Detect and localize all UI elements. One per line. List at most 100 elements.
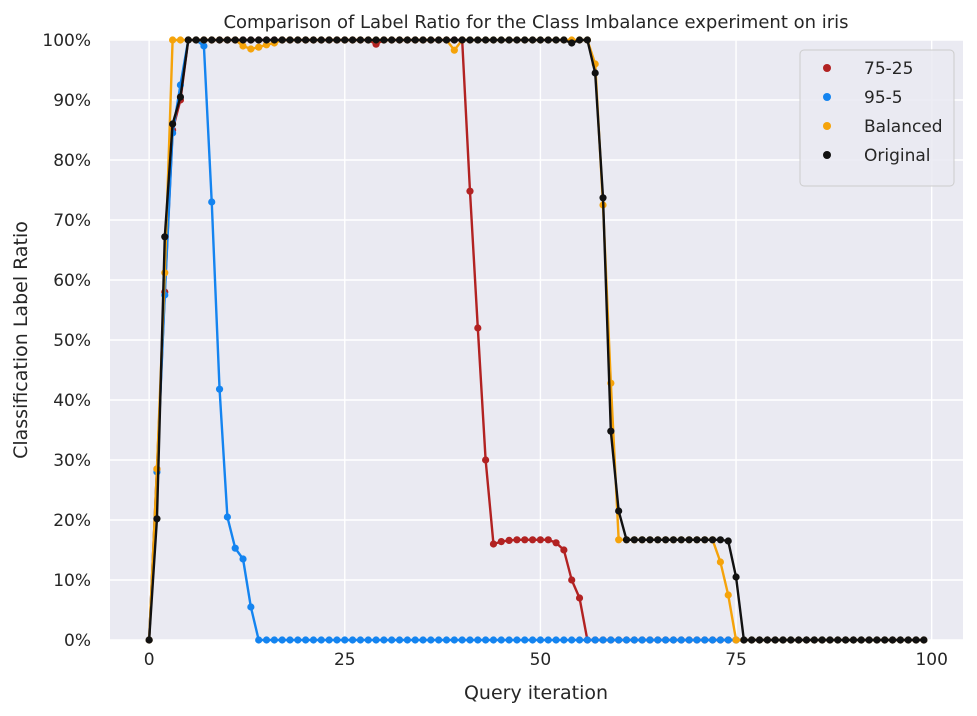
data-point [685,536,693,544]
data-point [200,42,208,50]
data-point [716,536,725,544]
data-point [270,36,278,44]
data-point [646,636,654,644]
chart-title: Comparison of Label Ratio for the Class … [223,12,848,33]
data-point [169,120,177,128]
data-point [145,636,153,644]
data-point [388,36,396,44]
data-point [708,536,717,544]
data-point [239,555,247,563]
data-point [857,636,865,644]
data-point [591,636,599,644]
data-point [497,636,505,644]
data-point [442,636,451,644]
x-axis-title: Query iteration [464,682,608,704]
data-point [255,636,263,644]
data-point [583,636,591,644]
data-point [223,513,231,521]
data-point [607,636,615,644]
data-point [622,636,631,644]
data-point [380,636,388,644]
data-point [716,558,725,566]
data-point [403,36,411,44]
data-point [544,536,552,544]
data-point [411,636,419,644]
data-point [732,573,740,581]
data-point [302,36,310,44]
data-point [521,36,529,44]
data-point [364,36,372,44]
data-point [294,636,302,644]
data-point [372,636,380,644]
data-point [419,36,427,44]
data-point [388,636,396,644]
data-point [724,636,732,644]
data-point [849,636,858,644]
data-point [638,636,646,644]
data-point [920,636,928,644]
data-point [654,536,662,544]
data-point [192,36,200,44]
data-point [599,194,607,202]
data-point [474,636,482,644]
data-point [568,636,576,644]
data-point [435,36,443,44]
data-point [482,36,490,44]
data-point [458,636,466,644]
data-point [255,43,263,51]
data-point [466,187,474,195]
data-point [669,536,678,544]
data-point [536,636,545,644]
data-point [615,536,623,544]
data-point [536,36,545,44]
data-point [403,636,411,644]
data-point [842,636,850,644]
legend-label: Balanced [864,117,943,137]
data-point [763,636,771,644]
data-point [169,36,177,44]
data-point [482,456,490,464]
data-point [208,198,216,206]
data-point [583,36,591,44]
data-point [591,69,599,77]
data-point [497,36,505,44]
x-tick-label: 75 [725,650,747,670]
data-point [278,36,286,44]
data-point [693,636,701,644]
data-point [552,636,560,644]
data-point [630,636,638,644]
data-point [693,536,701,544]
y-tick-label: 70% [53,211,91,231]
data-point [411,36,419,44]
data-point [427,36,435,44]
data-point [200,36,208,44]
data-point [309,36,318,44]
data-point [575,594,584,602]
data-point [740,636,748,644]
data-point [176,93,185,101]
series-line [147,38,924,642]
data-point [474,324,482,332]
data-point [802,636,811,644]
data-point [685,636,693,644]
y-tick-label: 50% [53,331,91,351]
data-point [732,636,740,644]
data-point [575,636,584,644]
data-point [395,636,404,644]
data-point [349,636,357,644]
data-point [489,36,498,44]
y-tick-label: 80% [53,151,91,171]
data-point [888,636,897,644]
data-point [528,36,537,44]
data-point [904,636,912,644]
data-point [622,536,631,544]
y-tick-label: 100% [42,31,91,51]
legend-box [799,49,955,187]
data-point [247,603,255,611]
data-point [317,36,325,44]
data-point [372,36,380,44]
legend-marker [823,93,831,101]
tick-labels: 0 25 50 75 100 0% 10% 20% 30% 40% 50% 60% 70% 80% 90% 1… [42,31,948,670]
data-point [341,36,349,44]
data-point [231,36,239,44]
